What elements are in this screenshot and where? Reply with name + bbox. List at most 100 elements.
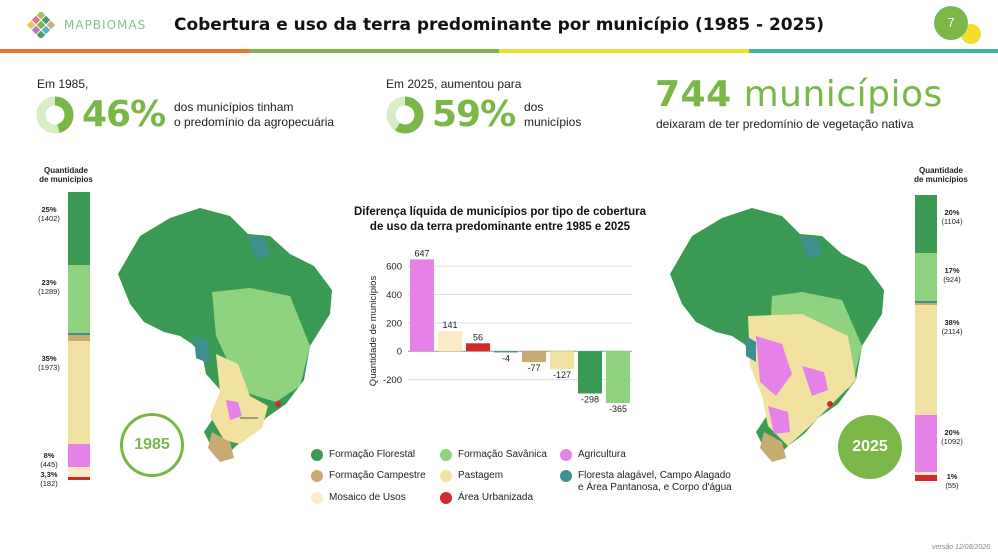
map-1985 <box>118 208 332 462</box>
stack-label-pastagem: 35% (1973) <box>32 354 66 372</box>
chart-bar <box>409 259 435 352</box>
legend-item: Formação Florestal <box>311 449 415 461</box>
year-2025-badge: 2025 <box>838 415 902 479</box>
stack-segment-florestal <box>68 192 90 266</box>
legend-label-line1: Floresta alagável, Campo Alagado <box>578 470 731 481</box>
legend-label: Formação Savânica <box>458 449 547 461</box>
stack-label-pct: 35% <box>41 353 57 363</box>
chart-ytick-label: 400 <box>386 290 402 301</box>
legend-item: Área Urbanizada <box>440 492 533 504</box>
stack-segment-pastagem <box>915 304 937 416</box>
header-color-bar-segment <box>249 49 499 53</box>
legend-label: Pastagem <box>458 470 503 482</box>
chart-data-label: -4 <box>502 353 510 363</box>
stat-muni-number: 744 <box>655 74 732 115</box>
stack-label-savanica: 17% (924) <box>935 266 969 284</box>
stack-segment-pastagem <box>68 340 90 445</box>
stack-label-count: (1092) <box>941 437 963 447</box>
legend-label: Formação Campestre <box>329 470 426 482</box>
stack-label-pct: 25% <box>41 205 57 214</box>
stack-label-mosaico: 3,3% (182) <box>32 470 66 488</box>
stack-segment-savanica <box>915 252 937 301</box>
legend-label-line1: Formação Campestre <box>329 470 426 481</box>
chart-data-label: 647 <box>414 248 429 258</box>
legend-label: Formação Florestal <box>329 449 415 461</box>
legend-swatch <box>440 470 452 482</box>
donut-1985 <box>36 96 74 134</box>
chart-data-label: -127 <box>553 370 571 380</box>
stack-label-pct: 23% <box>41 278 57 288</box>
donut-2025 <box>386 96 424 134</box>
legend-item: Pastagem <box>440 470 503 482</box>
chart-data-label: -365 <box>609 404 627 414</box>
chart-bar <box>493 351 519 353</box>
legend-label-line1: Agricultura <box>578 449 626 460</box>
map-2025 <box>670 208 884 462</box>
stack-segment-campestre <box>915 302 937 305</box>
legend-item: Agricultura <box>560 449 626 461</box>
stack-label-agricultura: 8% (445) <box>32 451 66 469</box>
stack-segment-savanica <box>68 265 90 333</box>
legend-swatch <box>560 470 572 482</box>
stat-muni-desc: deixaram de ter predomínio de vegetação … <box>656 117 914 131</box>
stack-label-mosaico: 1% (55) <box>935 472 969 490</box>
stat-2025-lead: Em 2025, aumentou para <box>386 77 522 91</box>
stack-label-savanica: 23% (1289) <box>32 278 66 296</box>
chart-bar <box>437 331 463 352</box>
stat-1985-desc: dos municípios tinham o predomínio da ag… <box>174 100 334 130</box>
legend-item: Mosaico de Usos <box>311 492 406 504</box>
stat-2025-desc: dos municípios <box>524 100 581 130</box>
stat-2025-pct: 59% <box>432 94 516 135</box>
chart-bar <box>465 343 491 352</box>
stack-segment-mosaico <box>915 472 937 475</box>
stat-muni-headline: 744 municípios <box>655 74 943 115</box>
right-stacked-bar <box>915 195 937 481</box>
stack-segment-agricultura <box>68 444 90 468</box>
stack-label-pct: 8% <box>43 450 55 460</box>
stack-label-count: (1402) <box>38 214 60 223</box>
legend-label-line1: Área Urbanizada <box>458 492 534 503</box>
chart-ylabel: Quantidade de municípios <box>368 276 379 387</box>
right-bar-title-line1: Quantidade <box>918 166 963 175</box>
header-color-bar-segment <box>0 49 250 53</box>
header-color-bar-segment <box>499 49 749 53</box>
chart-data-label: -77 <box>527 363 540 373</box>
legend-label-line1: Pastagem <box>458 470 504 481</box>
chart-data-label: 141 <box>442 320 457 330</box>
legend-swatch <box>440 449 452 461</box>
chart-data-label: 56 <box>473 332 483 342</box>
stack-label-pct: 3,3% <box>40 470 58 480</box>
legend-label: Floresta alagável, Campo Alagado e Área P… <box>578 470 732 494</box>
mapbiomas-logo-icon <box>26 12 56 38</box>
stack-label-agricultura: 20% (1092) <box>935 428 969 446</box>
stack-label-count: (55) <box>945 480 959 490</box>
stack-label-count: (1289) <box>38 287 60 297</box>
legend-item: Floresta alagável, Campo Alagado e Área P… <box>560 470 732 494</box>
stack-segment-alagavel <box>68 332 90 335</box>
stack-label-florestal: 20% (1104) <box>935 208 969 226</box>
chart-data-label: -298 <box>581 394 599 404</box>
stack-label-count: (2114) <box>941 326 963 336</box>
version-label: versão 12/08/2026 <box>932 544 990 551</box>
stat-muni-word: municípios <box>743 74 943 115</box>
legend-label: Agricultura <box>578 449 626 461</box>
stack-label-florestal: 25% (1402) <box>32 205 66 223</box>
legend-swatch <box>560 449 572 461</box>
stack-segment-florestal <box>915 195 937 253</box>
stack-label-count: (1973) <box>38 362 60 372</box>
chart-bar <box>521 351 547 363</box>
stat-2025-desc-line2: municípios <box>524 115 582 129</box>
stack-label-count: (445) <box>40 459 58 469</box>
year-1985-badge: 1985 <box>120 413 184 477</box>
net-change-bar-chart: Quantidade de municípios -200 0 200 400 600 64… <box>368 248 632 414</box>
stack-label-count: (182) <box>40 479 58 489</box>
stack-label-count: (1104) <box>941 217 963 226</box>
stack-label-pct: 20% <box>944 428 960 438</box>
chart-bar <box>549 351 575 370</box>
stack-label-pct: 38% <box>944 317 960 327</box>
mapbiomas-logo: MAPBIOMAS <box>24 12 146 38</box>
donut-fill <box>36 96 74 134</box>
right-bar-title-line2: de municípios <box>914 175 968 184</box>
stat-1985-desc-line1: dos municípios tinham <box>174 100 294 114</box>
chart-ytick-label: 200 <box>386 318 402 329</box>
